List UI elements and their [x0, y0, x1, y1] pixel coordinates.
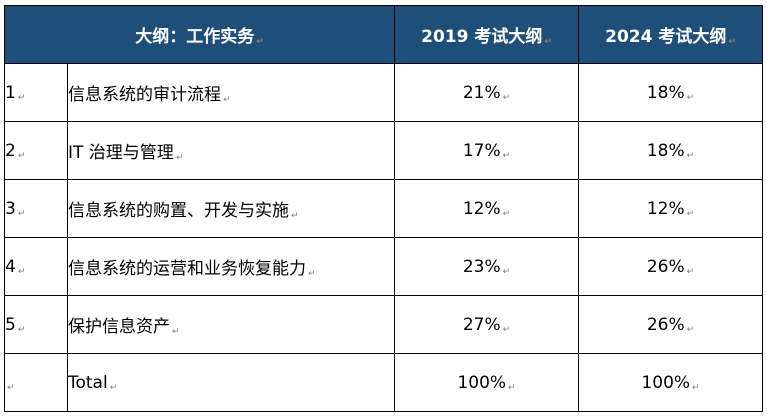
row-number: 4	[5, 256, 16, 277]
topic-label: 信息系统的购置、开发与实施	[68, 201, 289, 221]
pct-2024: 26%	[646, 314, 685, 335]
pct-2019-cell: 12% ↵	[394, 179, 580, 238]
pct-2019-cell: 100% ↵	[394, 353, 580, 412]
table-row: 2 ↵ IT 治理与管理 ↵ 17% ↵ 18% ↵	[4, 121, 764, 180]
row-number: 2	[5, 140, 16, 161]
paragraph-mark-icon: ↵	[109, 382, 118, 393]
table-row: 4 ↵ 信息系统的运营和业务恢复能力 ↵ 23% ↵ 26% ↵	[4, 237, 764, 296]
pct-2019: 100%	[457, 372, 507, 393]
header-2019-label: 2019 考试大纲	[421, 27, 543, 47]
paragraph-mark-icon: ↵	[223, 95, 231, 105]
topic-label: Total	[68, 372, 108, 393]
pct-2024-cell: 26% ↵	[578, 237, 764, 296]
paragraph-mark-icon: ↵	[17, 92, 26, 103]
topic-cell: 信息系统的运营和业务恢复能力 ↵	[66, 237, 396, 296]
paragraph-mark-icon: ↵	[502, 266, 511, 277]
paragraph-mark-icon: ↵	[172, 327, 180, 337]
pct-2019: 27%	[462, 314, 501, 335]
row-number: 3	[5, 198, 16, 219]
pct-2024: 26%	[646, 256, 685, 277]
paragraph-mark-icon: ↵	[686, 324, 695, 335]
pct-2019-cell: 21% ↵	[394, 63, 580, 122]
topic-cell: 信息系统的购置、开发与实施 ↵	[66, 179, 396, 238]
row-number-cell: 3 ↵	[4, 179, 68, 238]
paragraph-mark-icon: ↵	[256, 37, 264, 47]
paragraph-mark-icon: ↵	[17, 266, 26, 277]
pct-2024-cell: 26% ↵	[578, 295, 764, 354]
paragraph-mark-icon: ↵	[728, 37, 736, 47]
header-2019: 2019 考试大纲 ↵	[394, 5, 580, 64]
pct-2019: 12%	[462, 198, 501, 219]
pct-2019-cell: 17% ↵	[394, 121, 580, 180]
topic-cell: Total ↵	[66, 353, 396, 412]
paragraph-mark-icon: ↵	[175, 153, 184, 163]
topic-label: IT 治理与管理	[68, 143, 174, 163]
table-body: 1 ↵ 信息系统的审计流程 ↵ 21% ↵ 18% ↵ 2 ↵ IT 治理与管理 ↵ 17%…	[4, 63, 764, 412]
table-row: 5 ↵ 保护信息资产 ↵ 27% ↵ 26% ↵	[4, 295, 764, 354]
pct-2024-cell: 100% ↵	[578, 353, 764, 412]
row-number: 5	[5, 314, 16, 335]
pct-2024-cell: 18% ↵	[578, 121, 764, 180]
table-row: 3 ↵ 信息系统的购置、开发与实施 ↵ 12% ↵ 12% ↵	[4, 179, 764, 238]
header-2024-label: 2024 考试大纲	[605, 27, 727, 47]
pct-2024: 100%	[641, 372, 691, 393]
header-2024: 2024 考试大纲 ↵	[578, 5, 764, 64]
pct-2024: 18%	[646, 82, 685, 103]
header-outline-label: 大纲：工作实务	[135, 27, 255, 47]
row-number-cell: 1 ↵	[4, 63, 68, 122]
topic-cell: 信息系统的审计流程 ↵	[66, 63, 396, 122]
table-row: 1 ↵ 信息系统的审计流程 ↵ 21% ↵ 18% ↵	[4, 63, 764, 122]
header-outline: 大纲：工作实务 ↵	[3, 5, 396, 64]
paragraph-mark-icon: ↵	[686, 150, 695, 161]
total-row: ↵ Total ↵ 100% ↵ 100% ↵	[4, 353, 764, 412]
paragraph-mark-icon: ↵	[17, 324, 26, 335]
paragraph-mark-icon: ↵	[7, 382, 15, 393]
pct-2019: 23%	[462, 256, 501, 277]
paragraph-mark-icon: ↵	[502, 150, 511, 161]
paragraph-mark-icon: ↵	[686, 266, 695, 277]
paragraph-mark-icon: ↵	[502, 208, 511, 219]
row-number-cell: 2 ↵	[4, 121, 68, 180]
topic-cell: 保护信息资产 ↵	[66, 295, 396, 354]
paragraph-mark-icon: ↵	[508, 382, 516, 393]
row-number: 1	[5, 82, 16, 103]
pct-2019: 21%	[462, 82, 501, 103]
topic-label: 保护信息资产	[68, 317, 170, 337]
paragraph-mark-icon: ↵	[686, 92, 695, 103]
paragraph-mark-icon: ↵	[544, 37, 552, 47]
paragraph-mark-icon: ↵	[502, 92, 511, 103]
syllabus-table: 大纲：工作实务 ↵ 2019 考试大纲 ↵ 2024 考试大纲 ↵ 1 ↵ 信息系统的审…	[3, 5, 764, 412]
pct-2024: 12%	[646, 198, 685, 219]
row-number-cell: 4 ↵	[4, 237, 68, 296]
header-row: 大纲：工作实务 ↵ 2019 考试大纲 ↵ 2024 考试大纲 ↵	[3, 5, 764, 64]
paragraph-mark-icon: ↵	[17, 208, 26, 219]
topic-cell: IT 治理与管理 ↵	[66, 121, 396, 180]
paragraph-mark-icon: ↵	[502, 324, 511, 335]
paragraph-mark-icon: ↵	[692, 382, 700, 393]
pct-2024: 18%	[646, 140, 685, 161]
pct-2019-cell: 23% ↵	[394, 237, 580, 296]
topic-label: 信息系统的运营和业务恢复能力	[68, 259, 306, 279]
topic-label: 信息系统的审计流程	[68, 85, 221, 105]
paragraph-mark-icon: ↵	[308, 269, 316, 279]
pct-2019-cell: 27% ↵	[394, 295, 580, 354]
paragraph-mark-icon: ↵	[686, 208, 695, 219]
pct-2019: 17%	[462, 140, 501, 161]
row-number-cell: 5 ↵	[4, 295, 68, 354]
pct-2024-cell: 12% ↵	[578, 179, 764, 238]
table-header: 大纲：工作实务 ↵ 2019 考试大纲 ↵ 2024 考试大纲 ↵	[3, 5, 764, 64]
paragraph-mark-icon: ↵	[291, 211, 299, 221]
paragraph-mark-icon: ↵	[17, 150, 26, 161]
pct-2024-cell: 18% ↵	[578, 63, 764, 122]
row-number-cell: ↵	[4, 353, 68, 412]
